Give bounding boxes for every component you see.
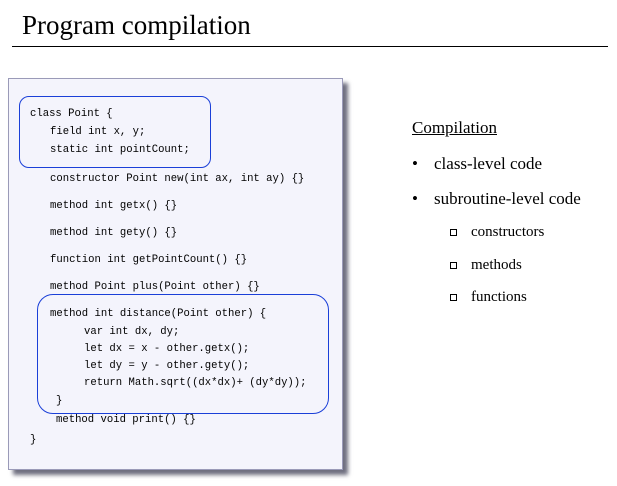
code-line: let dx = x - other.getx(); (84, 343, 250, 355)
sub-item-label: constructors (471, 224, 545, 240)
bullet-dot: • (412, 189, 418, 208)
compilation-heading: Compilation (412, 118, 497, 137)
class-level-highlight (19, 96, 211, 168)
code-line: static int pointCount; (50, 144, 190, 156)
square-bullet-icon (450, 294, 457, 302)
bullet-item: • class-level code (412, 154, 542, 174)
sub-item: functions (450, 289, 527, 306)
sub-item-label: methods (471, 257, 522, 273)
code-line: method Point plus(Point other) {} (50, 281, 260, 293)
code-line: method int gety() {} (50, 227, 178, 239)
sub-item-label: functions (471, 289, 527, 305)
code-line: method int getx() {} (50, 200, 178, 212)
slide-title: Program compilation (22, 10, 251, 40)
code-line: } (56, 395, 63, 407)
square-bullet-icon (450, 229, 457, 237)
code-line: constructor Point new(int ax, int ay) {} (50, 173, 305, 185)
code-line: } (30, 434, 37, 446)
square-bullet-icon (450, 262, 457, 270)
code-line: method void print() {} (56, 414, 196, 426)
code-line: var int dx, dy; (84, 326, 180, 338)
bullet-item: • subroutine-level code (412, 189, 581, 209)
code-line: function int getPointCount() {} (50, 254, 248, 266)
sub-item: methods (450, 257, 522, 274)
bullet-label: class-level code (434, 154, 543, 173)
code-line: let dy = y - other.gety(); (84, 360, 250, 372)
title-underline (12, 46, 608, 47)
code-line: field int x, y; (50, 126, 146, 138)
code-line: class Point { (30, 108, 113, 120)
code-line: return Math.sqrt((dx*dx)+ (dy*dy)); (84, 377, 307, 389)
bullet-label: subroutine-level code (434, 189, 581, 208)
subroutine-highlight (37, 294, 329, 414)
sub-item: constructors (450, 224, 544, 241)
code-panel: class Point { field int x, y; static int… (8, 78, 343, 470)
code-line: method int distance(Point other) { (50, 308, 267, 320)
bullet-dot: • (412, 154, 418, 173)
